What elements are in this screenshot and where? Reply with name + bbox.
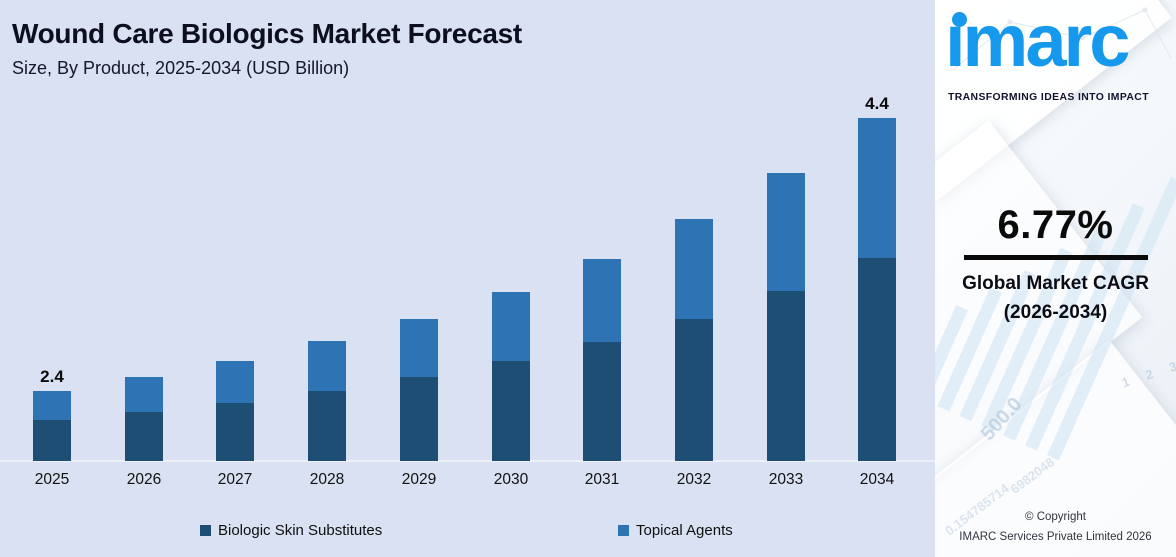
bar-2034 [858,118,896,461]
x-axis-label-2025: 2025 [34,471,70,488]
x-axis-label-2028: 2028 [309,471,345,488]
bar-segment-2032-biologic-skin-substitutes [675,319,713,461]
bar-segment-2026-biologic-skin-substitutes [125,412,163,461]
imarc-logo-dot-icon [952,12,967,27]
bar-segment-2028-biologic-skin-substitutes [308,391,346,461]
bar-segment-2027-topical-agents [216,361,254,403]
legend-swatch-topical-agents [618,524,629,536]
legend-item-topical-agents: Topical Agents [618,519,733,541]
x-axis-label-2029: 2029 [401,471,437,488]
bar-segment-2029-topical-agents [400,319,438,377]
x-axis-label-2031: 2031 [584,471,620,488]
bar-2031 [583,259,621,461]
bar-2029 [400,319,438,461]
x-axis-label-2032: 2032 [676,471,712,488]
bar-segment-2034-biologic-skin-substitutes [858,258,896,461]
legend-label-topical-agents: Topical Agents [636,521,733,539]
bar-segment-2028-topical-agents [308,341,346,391]
bar-segment-2031-biologic-skin-substitutes [583,342,621,461]
x-axis-label-2034: 2034 [859,471,895,488]
x-axis-label-2026: 2026 [126,471,162,488]
constellation-decoration [952,7,1172,71]
bar-segment-2031-topical-agents [583,259,621,342]
bar-segment-2032-topical-agents [675,219,713,319]
chart-title: Wound Care Biologics Market Forecast [12,18,522,49]
bar-segment-2030-topical-agents [492,292,530,361]
legend-label-biologic-skin-substitutes: Biologic Skin Substitutes [218,521,383,539]
bar-segment-2025-topical-agents [33,391,71,420]
cagr-block: 6.77% Global Market CAGR (2026-2034) [935,203,1176,327]
copyright: © Copyright IMARC Services Private Limit… [935,507,1176,547]
bar-segment-2030-biologic-skin-substitutes [492,361,530,461]
cagr-label-line1: Global Market CAGR [962,273,1149,294]
bar-2025 [33,391,71,461]
bar-segment-2027-biologic-skin-substitutes [216,403,254,461]
total-label-2025: 2.4 [40,367,64,386]
chart-legend: Biologic Skin Substitutes Topical Agents [0,519,935,541]
brand-tagline: TRANSFORMING IDEAS INTO IMPACT [948,92,1149,103]
copyright-line2: IMARC Services Private Limited 2026 [959,530,1152,543]
chart-panel: 2.4 2025 2026 2027 2028 2029 2030 2031 2032 2033 4… [0,18,935,541]
bar-segment-2034-topical-agents [858,118,896,258]
cagr-divider [963,255,1148,260]
copyright-line1: © Copyright [1025,510,1086,523]
brand-panel: 500.0 1 2 3 4 6982048 0.154785714 ımarc … [935,0,1176,557]
bar-2033 [767,173,805,461]
cagr-value: 6.77% [997,203,1114,247]
bar-chart-plot: 2.4 2025 2026 2027 2028 2029 2030 2031 2032 2033 4… [0,94,935,488]
legend-swatch-biologic-skin-substitutes [200,524,211,536]
x-axis-line [0,460,935,462]
bar-2028 [308,341,346,461]
legend-item-biologic-skin-substitutes: Biologic Skin Substitutes [200,519,382,541]
total-label-2034: 4.4 [865,94,889,113]
bar-segment-2033-topical-agents [767,173,805,291]
chart-subtitle: Size, By Product, 2025-2034 (USD Billion… [12,58,350,78]
x-axis-label-2030: 2030 [493,471,529,488]
cagr-label-line2: (2026-2034) [1003,301,1108,323]
bar-segment-2029-biologic-skin-substitutes [400,377,438,461]
x-axis-label-2033: 2033 [768,471,804,488]
bar-segment-2026-topical-agents [125,377,163,412]
imarc-logo-text: ımarc [945,0,1130,82]
imarc-logo: ımarc [945,0,1130,96]
bar-segment-2025-biologic-skin-substitutes [33,420,71,461]
x-axis-label-2027: 2027 [217,471,253,488]
bar-2032 [675,219,713,461]
bar-2027 [216,361,254,461]
bar-2030 [492,292,530,461]
bar-segment-2033-biologic-skin-substitutes [767,291,805,461]
bar-2026 [125,377,163,461]
